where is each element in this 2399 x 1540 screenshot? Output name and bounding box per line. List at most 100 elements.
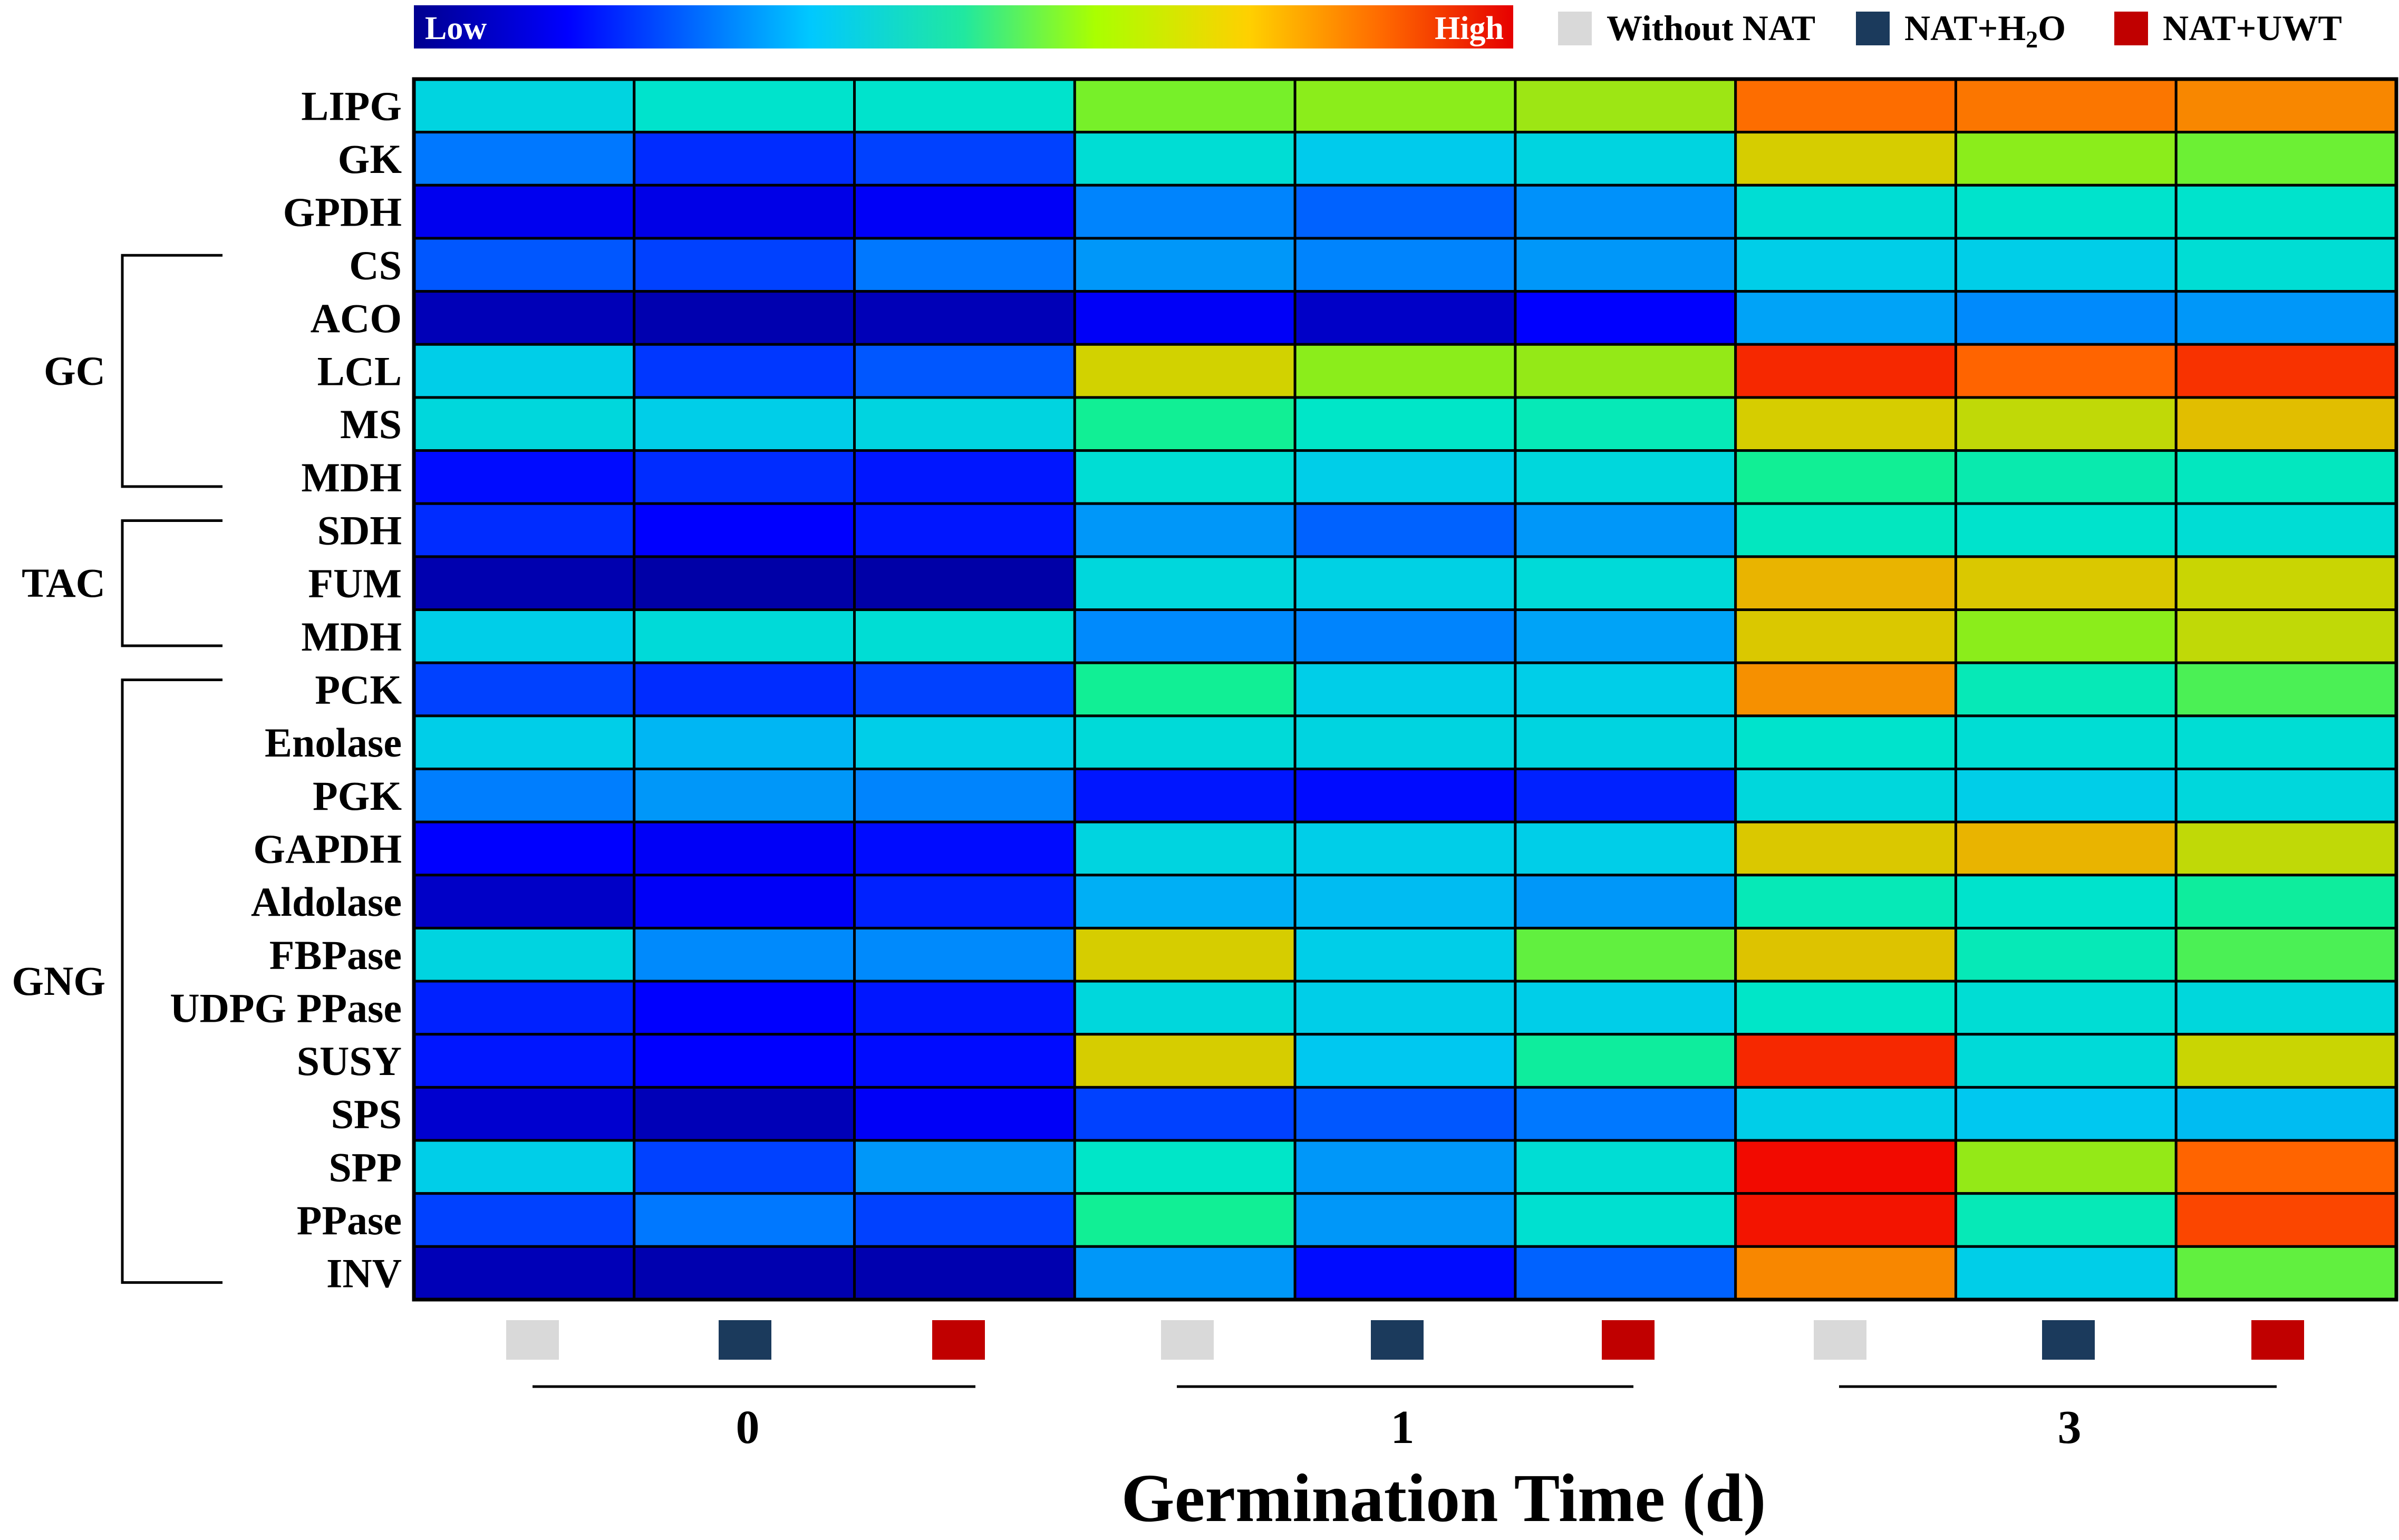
heatmap-cell [1293,449,1517,505]
heatmap-cell [1073,502,1297,558]
heatmap-cell [2174,131,2398,187]
row-label: Enolase [265,720,402,766]
heatmap-cell [2174,767,2398,824]
heatmap-cell [1734,183,1957,240]
heatmap-cell [1954,290,2178,346]
heatmap-cell [412,1086,636,1142]
colorbar-high-label: High [1435,11,1504,46]
heatmap-cell [1073,1086,1297,1142]
heatmap-cell [1073,1139,1297,1195]
heatmap-cell [1954,396,2178,452]
heatmap-cell [633,767,856,824]
time-group-axis: 0 1 3 [533,1385,2277,1454]
row-label: GPDH [283,189,402,235]
heatmap-cell [1954,1086,2178,1142]
heatmap-cell [1293,1033,1517,1089]
heatmap-cell [412,555,636,612]
heatmap-cell [1293,237,1517,293]
heatmap-cell [1954,502,2178,558]
column-treatment-square [1602,1320,1655,1360]
heatmap-cell [633,502,856,558]
heatmap-cell [1954,1139,2178,1195]
heatmap-cell [412,926,636,983]
heatmap-cell [633,1139,856,1195]
legend-swatch [2114,12,2148,45]
heatmap-cell [1073,608,1297,664]
colorbar-low-label: Low [425,11,487,46]
column-treatment-square [1161,1320,1214,1360]
row-label: MS [340,401,402,447]
heatmap-cell [1293,980,1517,1036]
row-label: SPP [328,1144,402,1190]
heatmap-cell [853,1139,1076,1195]
heatmap-cell [853,767,1076,824]
heatmap-cell [853,874,1076,929]
column-treatment-square [506,1320,559,1360]
group-label: 3 [2058,1401,2082,1454]
heatmap-cell [2174,1139,2398,1195]
heatmap-cell [853,183,1076,240]
heatmap-cell [1734,396,1957,452]
heatmap-cell [1514,343,1737,399]
heatmap-cell [1073,237,1297,293]
row-label: GAPDH [253,826,402,871]
heatmap-cell [2174,980,2398,1036]
heatmap-cell [412,714,636,770]
heatmap-cell [412,820,636,877]
heatmap-cell [853,343,1076,399]
heatmap-cell [1734,343,1957,399]
heatmap-cell [633,980,856,1036]
heatmap-cell [2174,1192,2398,1248]
heatmap-cell [1734,449,1957,505]
column-treatment-square [2042,1320,2095,1360]
heatmap-cell [853,1245,1076,1301]
heatmap-cell [1514,502,1737,558]
heatmap-cell [1293,396,1517,452]
heatmap-cell [412,1245,636,1301]
heatmap-cell [412,661,636,718]
pathway-bracket [121,679,223,1284]
heatmap-cell [1514,237,1737,293]
heatmap-cell [2174,449,2398,505]
heatmap-cell [2174,555,2398,612]
heatmap-cell [1293,1245,1517,1301]
row-label: MDH [301,614,402,660]
heatmap-cell [1073,714,1297,770]
heatmap-cell [1734,502,1957,558]
heatmap-cell [1073,820,1297,877]
heatmap-cell [412,1139,636,1195]
heatmap-cell [1514,290,1737,346]
column-treatment-square [719,1320,771,1360]
heatmap-cell [853,396,1076,452]
heatmap-cell [853,555,1076,612]
heatmap-cell [1954,449,2178,505]
column-treatment-square [2251,1320,2304,1360]
heatmap-cell [1954,131,2178,187]
heatmap-cell [1073,290,1297,346]
heatmap-cell [1293,555,1517,612]
heatmap-cell [1954,183,2178,240]
legend: Without NAT NAT+H2O NAT+UWT [1558,8,2342,53]
heatmap-cell [1954,926,2178,983]
heatmap-cell [1954,874,2178,929]
heatmap-cell [2174,502,2398,558]
heatmap-cell [2174,926,2398,983]
row-label: CS [349,242,402,288]
row-label: UDPG PPase [170,985,402,1031]
heatmap-cell [1514,1086,1737,1142]
heatmap-cell [1954,980,2178,1036]
heatmap-cell [1734,131,1957,187]
heatmap-cell [1073,926,1297,983]
heatmap-cell [853,1033,1076,1089]
heatmap-cell [412,183,636,240]
heatmap-cell [853,714,1076,770]
row-label: MDH [301,454,402,500]
row-label: FBPase [269,932,402,978]
heatmap-cell [1734,290,1957,346]
heatmap-cells [412,77,2398,1302]
row-label: SPS [331,1091,402,1137]
heatmap-cell [1073,343,1297,399]
heatmap-cell [1293,926,1517,983]
heatmap-cell [1073,767,1297,824]
